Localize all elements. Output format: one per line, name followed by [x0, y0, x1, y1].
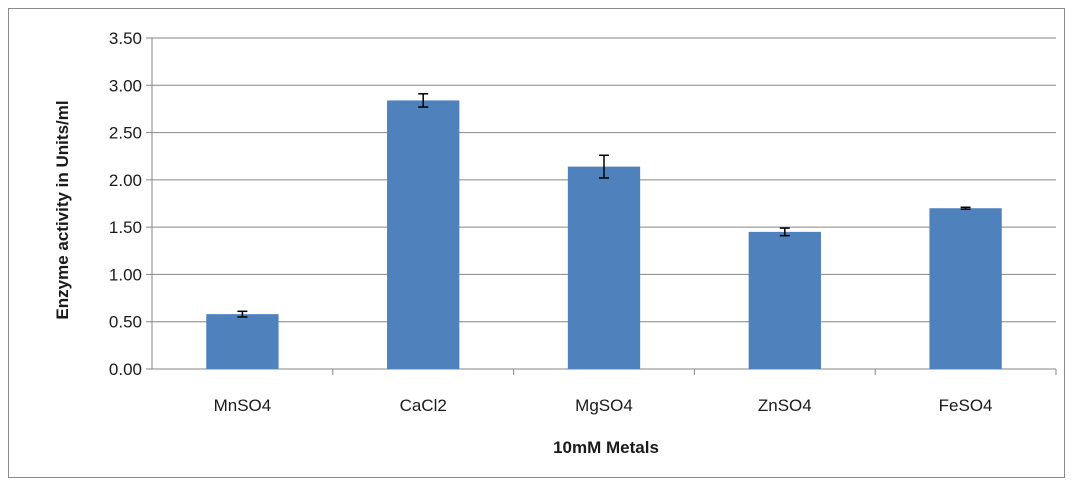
error-bar: [599, 154, 609, 179]
x-tick-label: CaCl2: [400, 396, 447, 415]
y-tick-label: 3.00: [109, 76, 142, 95]
error-bar: [779, 227, 790, 237]
y-tick-label: 2.50: [109, 124, 142, 143]
error-bars: [237, 93, 971, 318]
bar-mgso4: [567, 166, 641, 369]
y-axis-title: Enzyme activity in Units/ml: [53, 100, 72, 319]
y-tick-label: 0.00: [109, 360, 142, 379]
error-bar: [237, 310, 248, 318]
y-tick-label: 1.00: [109, 265, 142, 284]
bar-mnso4: [206, 314, 279, 369]
bars: [206, 100, 1002, 369]
error-bar: [960, 206, 971, 210]
chart-frame: [8, 8, 1065, 478]
x-tick-label: ZnSO4: [758, 396, 812, 415]
x-tick-label: MgSO4: [575, 396, 633, 415]
error-bar: [418, 93, 429, 108]
bar-feso4: [929, 208, 1002, 369]
y-tick-label: 0.50: [109, 313, 142, 332]
x-axis-title: 10mM Metals: [553, 438, 659, 457]
x-tick-label: FeSO4: [939, 396, 993, 415]
gridlines: [152, 37, 1056, 323]
y-tick-label: 2.00: [109, 171, 142, 190]
bar-cacl2: [387, 100, 460, 369]
tick-labels: 0.00 0.50 1.00 1.50 2.00 2.50 3.00 3.50 MnSO4 CaC…: [109, 29, 993, 415]
y-tick-label: 1.50: [109, 218, 142, 237]
x-tick-label: MnSO4: [214, 396, 272, 415]
y-tick-label: 3.50: [109, 29, 142, 48]
bar-znso4: [748, 231, 821, 369]
